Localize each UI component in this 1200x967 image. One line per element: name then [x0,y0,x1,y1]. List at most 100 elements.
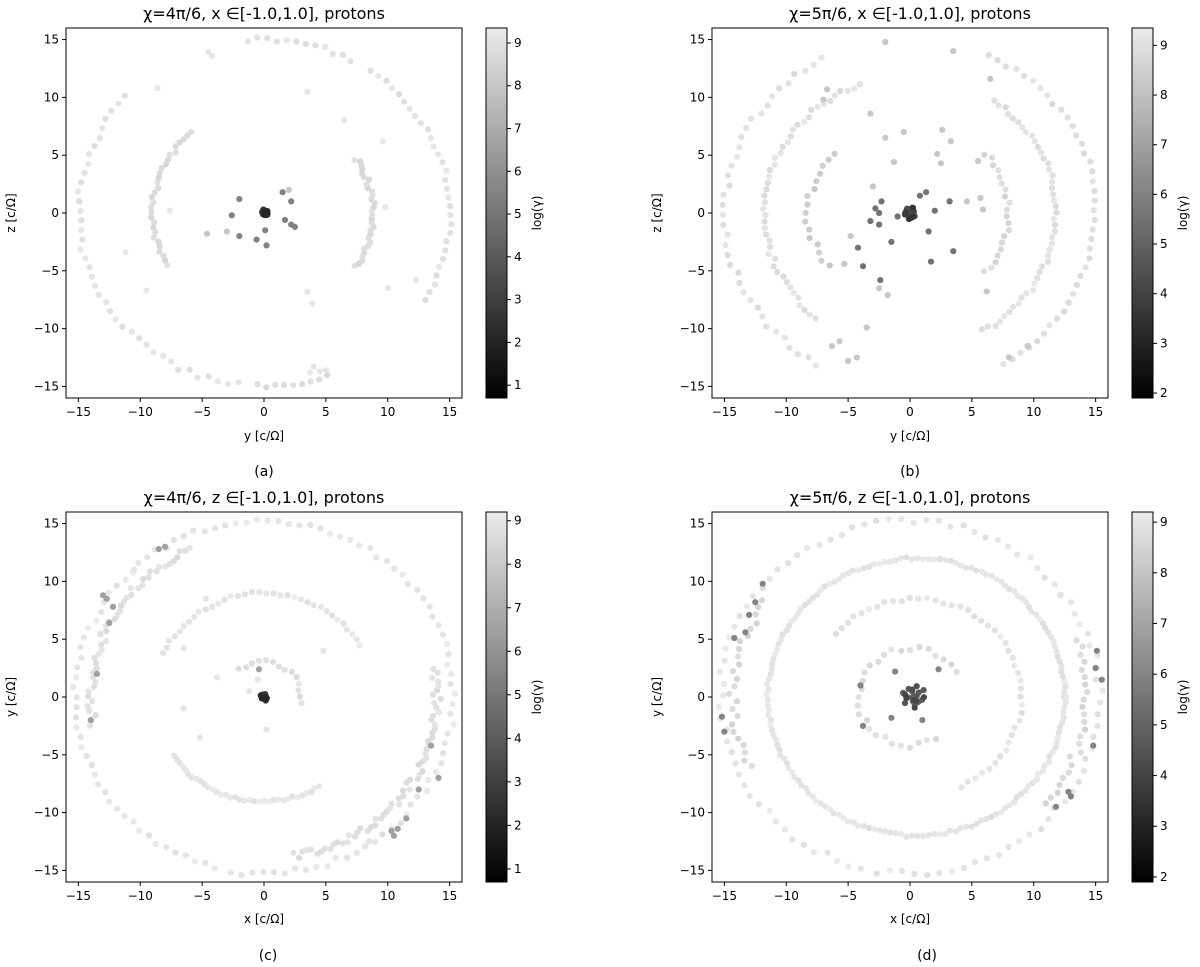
panel-b: χ=5π/6, x ∈[-1.0,1.0], protons −15 −10 −5 0… [650,4,1190,480]
panel-c-point [160,650,167,657]
panel-c-point [430,666,437,673]
panel-d-point [734,713,741,720]
panel-c-point [164,644,171,651]
panel-d-point [860,822,867,830]
panel-b-point [1051,222,1058,229]
panel-b-point [794,351,802,358]
panel-c-point [414,793,421,800]
panel-c-xtick-label: 5 [322,889,330,903]
panel-d-point [729,705,736,713]
panel-b-point [1088,235,1095,243]
panel-b-point [767,243,774,250]
panel-b-point [779,143,786,150]
panel-d-point [748,762,755,770]
panel-d-point [909,686,916,693]
panel-b-point [827,97,834,104]
panel-a-point [263,242,270,249]
panel-c-point [249,869,256,876]
panel-c-point [98,608,105,616]
panel-d-point [1009,654,1016,661]
panel-d-point [755,604,762,611]
panel-b-point [1046,246,1053,253]
panel-a-title: χ=4π/6, x ∈[-1.0,1.0], protons [143,4,385,23]
panel-a-point [299,381,306,388]
panel-c-colorbar-tick-label: 7 [514,601,522,615]
panel-b-colorbar-tick-label: 8 [1160,88,1168,102]
panel-b-point [1018,294,1025,301]
panel-c-point [234,592,242,600]
panel-c-point [170,536,177,544]
panel-c-point [156,563,163,570]
panel-b-point [882,38,889,46]
panel-d-point [992,811,1000,818]
panel-d-point [971,858,979,866]
panel-d-point [774,646,781,653]
panel-d-point [832,631,840,638]
panel-a-point [76,198,83,205]
panel-a-xlabel: y [c/Ω] [244,429,284,443]
panel-c-point [270,590,277,597]
panel-c-point [196,734,203,741]
panel-d-point [769,727,776,734]
panel-d-point [1079,643,1086,650]
panel-a-point [85,161,92,168]
panel-a-point [264,35,271,42]
panel-d-point [1027,554,1034,561]
panel-a-point [162,161,169,168]
panel-b-points [719,38,1098,369]
panel-b-point [726,182,733,189]
panel-b-point [764,179,772,187]
panel-d-xtick-label: 0 [906,889,914,903]
panel-c-point [161,543,169,550]
panel-c-caption: (c) [259,948,278,964]
panel-c-point [171,633,178,640]
panel-c-point [190,613,198,621]
panel-a-point [263,384,270,391]
panel-a-point [312,42,319,49]
panel-b-point [1001,233,1008,240]
panel-d-point [1039,620,1046,627]
panel-c-point [100,592,107,599]
panel-b-point [1030,77,1037,84]
panel-d-point [763,680,771,688]
panel-a: χ=4π/6, x ∈[-1.0,1.0], protons −15 −10 −5 0… [4,4,544,480]
panel-a-point [411,113,419,120]
panel-b-point [780,273,787,280]
panel-d-point [925,645,932,652]
panel-d-colorbar-ticks: 2 3 4 5 6 7 8 9 [1153,515,1168,884]
panel-c-point [85,693,92,700]
panel-d-point [936,869,943,877]
panel-a-xticks: −15 −10 −5 0 5 10 15 [66,398,457,419]
panel-d-point [925,556,932,563]
panel-d-point [997,753,1004,760]
panel-a-point [175,366,182,373]
panel-d-point [866,726,873,733]
panel-d-point [735,735,742,742]
panel-d-point [942,557,949,564]
panel-b-point [1051,228,1058,235]
panel-a-point [148,214,155,221]
panel-d-point [952,559,960,566]
panel-d-point [986,765,993,772]
panel-c-point [324,863,331,870]
panel-d-point [788,769,796,776]
panel-c-point [83,753,90,760]
panel-b-point [997,246,1005,253]
panel-d-point [1026,831,1033,838]
panel-a-point [148,194,155,201]
panel-a-point [406,105,413,112]
panel-d-point [771,650,779,658]
panel-c-point [356,542,363,549]
panel-b-point [1058,106,1065,113]
panel-d-point [957,824,964,832]
panel-b-point [931,207,938,214]
panel-d-point [873,870,880,877]
panel-b-point [984,323,991,330]
panel-b-point [1073,281,1080,288]
panel-d-point [741,757,748,764]
panel-d-point [1006,586,1013,593]
panel-d-point [1004,543,1012,551]
panel-d-point [885,515,892,523]
panel-a-point [439,159,446,166]
panel-b-point [770,263,777,270]
